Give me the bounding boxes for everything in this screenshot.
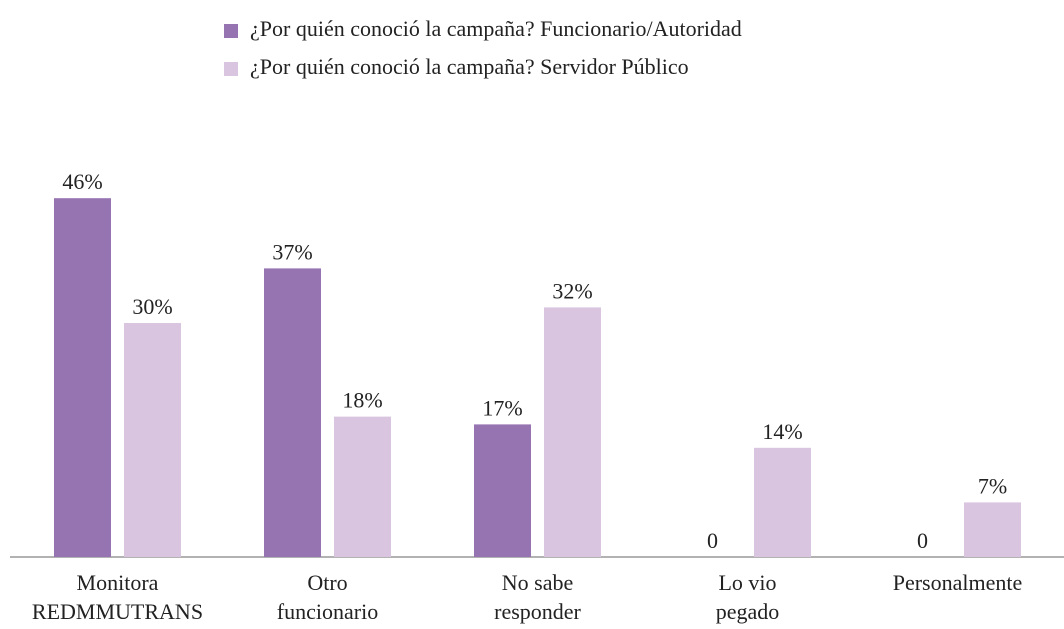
x-tick-label: Lo vio pegado	[716, 570, 780, 624]
legend-swatch	[224, 24, 238, 38]
x-tick-label: No sabe responder	[494, 570, 581, 624]
legend-swatch	[224, 62, 238, 76]
value-label: 32%	[552, 278, 592, 303]
x-tick-label: Monitora REDMMUTRANS	[32, 570, 203, 624]
bar	[54, 198, 111, 557]
bar	[474, 424, 531, 557]
value-label: 7%	[978, 473, 1007, 498]
bar	[334, 416, 391, 557]
legend-label: ¿Por quién conoció la campaña? Funcionar…	[250, 16, 742, 41]
bar	[264, 268, 321, 557]
bar	[964, 502, 1021, 557]
legend-label: ¿Por quién conoció la campaña? Servidor …	[250, 54, 689, 79]
x-tick-label: Personalmente	[893, 570, 1023, 595]
bar	[544, 307, 601, 557]
value-label: 17%	[482, 395, 522, 420]
value-label: 0	[707, 528, 718, 553]
value-label: 46%	[62, 169, 102, 194]
value-label: 0	[917, 528, 928, 553]
value-label: 30%	[132, 294, 172, 319]
bar	[124, 323, 181, 557]
value-label: 14%	[762, 419, 802, 444]
value-label: 18%	[342, 388, 382, 413]
bar	[754, 447, 811, 557]
value-label: 37%	[272, 239, 312, 264]
x-tick-label: Otro funcionario	[277, 570, 378, 624]
